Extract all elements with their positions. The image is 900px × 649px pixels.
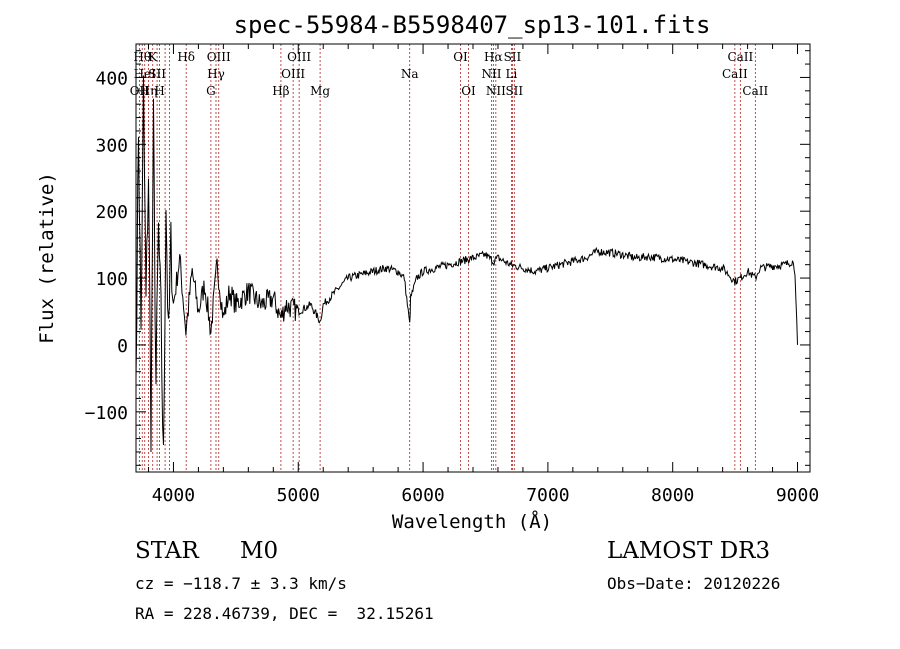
spectral-line-label: Hγ <box>207 67 225 81</box>
spectral-line-label: CaII <box>742 84 768 98</box>
spectral-line-label: SII <box>505 84 523 98</box>
x-tick-label: 8000 <box>651 485 694 506</box>
spectral-line-label: K <box>148 50 158 64</box>
x-axis-label: Wavelength (Å) <box>392 510 552 533</box>
spectral-line-label: OIII <box>281 67 305 81</box>
coordinates: RA = 228.46739, DEC = 32.15261 <box>135 604 434 623</box>
y-axis-tick-labels: −100 0 100 200 300 400 <box>85 68 128 423</box>
y-tick-label: 0 <box>117 336 128 357</box>
spectral-line-label: OIII <box>287 50 311 64</box>
y-tick-label: 200 <box>95 202 128 223</box>
observation-date: Obs−Date: 20120226 <box>607 574 781 593</box>
spectral-line-label: CaII <box>722 67 748 81</box>
spectral-line-label: Li <box>506 67 518 81</box>
spectral-line-label: G <box>206 84 216 98</box>
x-tick-label: 4000 <box>152 485 195 506</box>
spectral-line-labels: OIIHθHeIHηKSIIHHδGHγOIIIHβOIIIOIIIMgNaOI… <box>130 50 769 98</box>
y-tick-label: 100 <box>95 269 128 290</box>
spectral-line-label: OI <box>461 84 476 98</box>
y-tick-label: 300 <box>95 135 128 156</box>
x-tick-label: 9000 <box>776 485 819 506</box>
object-subclass: M0 <box>240 538 279 564</box>
y-tick-label: −100 <box>85 403 128 424</box>
spectral-line-label: OIII <box>207 50 231 64</box>
y-axis-label: Flux (relative) <box>36 172 58 344</box>
spectral-line-label: Mg <box>310 84 330 98</box>
redshift-info: cz = −118.7 ± 3.3 km/s <box>135 574 347 593</box>
spectrum-line <box>135 75 798 453</box>
spectral-line-label: SII <box>504 50 522 64</box>
x-axis-tick-labels: 4000 5000 6000 7000 8000 9000 <box>152 485 819 506</box>
spectral-line-label: OI <box>453 50 468 64</box>
object-class: STAR <box>135 538 199 564</box>
x-tick-label: 5000 <box>277 485 320 506</box>
y-tick-label: 400 <box>95 68 128 89</box>
spectral-line-label: Hθ <box>133 50 151 64</box>
spectral-line-label: SII <box>148 67 166 81</box>
x-tick-label: 7000 <box>526 485 569 506</box>
spectral-line-label: H <box>154 84 164 98</box>
x-tick-label: 6000 <box>401 485 444 506</box>
x-axis-ticks <box>147 44 799 472</box>
spectral-line-label: Hβ <box>272 84 289 98</box>
spectral-line-label: NII <box>481 67 501 81</box>
survey-name: LAMOST DR3 <box>607 538 771 564</box>
spectral-line-markers <box>138 44 756 472</box>
spectral-line-label: Na <box>401 67 419 81</box>
spectral-line-label: CaII <box>727 50 753 64</box>
spectral-line-label: NII <box>486 84 506 98</box>
spectral-line-label: Hα <box>484 50 503 64</box>
y-axis-ticks <box>136 50 810 466</box>
spectral-line-label: Hδ <box>177 50 195 64</box>
chart-title: spec-55984-B5598407_sp13-101.fits <box>234 11 711 39</box>
